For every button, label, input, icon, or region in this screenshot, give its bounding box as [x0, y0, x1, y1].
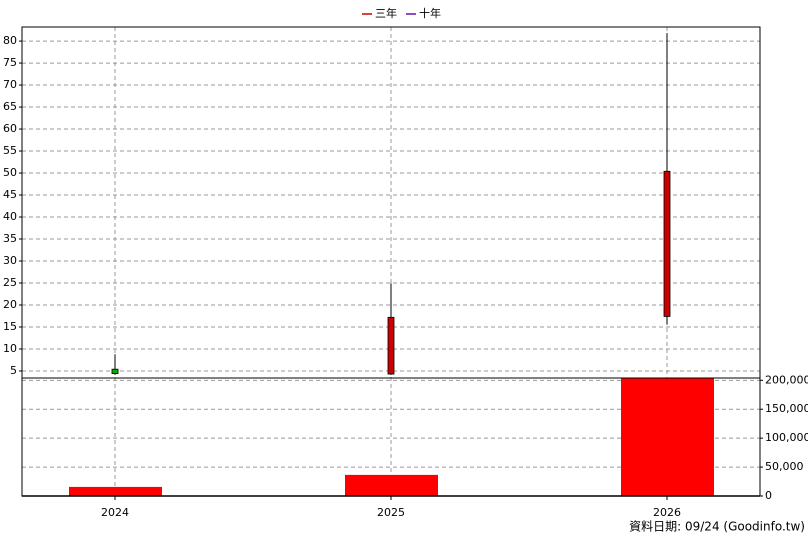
y-tick-label: 50	[3, 166, 17, 179]
y2-tick-label: 200,000	[765, 373, 808, 386]
y-tick-label: 70	[3, 78, 17, 91]
y-tick-label: 10	[3, 342, 17, 355]
y2-tick-label: 0	[765, 489, 772, 502]
y2-tick-label: 100,000	[765, 431, 808, 444]
y-tick-label: 55	[3, 144, 17, 157]
x-tick-label: 2025	[377, 506, 405, 519]
y-tick-label: 15	[3, 320, 17, 333]
y-tick-label: 80	[3, 34, 17, 47]
y-tick-label: 60	[3, 122, 17, 135]
y-tick-label: 45	[3, 188, 17, 201]
candle-body	[663, 170, 671, 317]
y-tick-label: 25	[3, 276, 17, 289]
y-tick-label: 35	[3, 232, 17, 245]
y-tick-label: 40	[3, 210, 17, 223]
x-tick-label: 2026	[653, 506, 681, 519]
volume-bar	[69, 486, 162, 496]
y2-tick-label: 50,000	[765, 460, 804, 473]
candle-body	[111, 368, 119, 375]
legend-label: 三年	[375, 6, 397, 20]
x-tick-label: 2024	[101, 506, 129, 519]
y-tick-label: 20	[3, 298, 17, 311]
y-tick-label: 30	[3, 254, 17, 267]
footer: 資料日期: 09/24 (Goodinfo.tw)	[629, 520, 805, 534]
y-tick-label: 65	[3, 100, 17, 113]
candle-body	[387, 316, 395, 375]
y-tick-label: 5	[10, 364, 17, 377]
legend-label: 十年	[419, 6, 441, 20]
volume-bar	[345, 474, 438, 496]
y2-tick-label: 150,000	[765, 402, 808, 415]
y-tick-label: 75	[3, 56, 17, 69]
volume-bar	[621, 378, 714, 496]
